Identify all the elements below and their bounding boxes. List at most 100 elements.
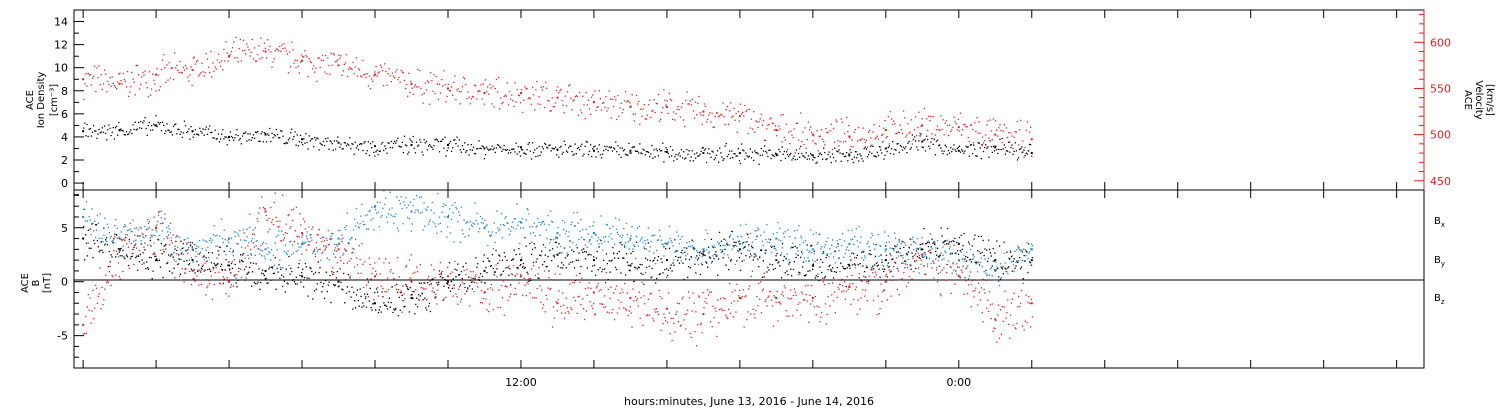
velocity-sample [138, 88, 141, 90]
by-sample [942, 246, 944, 248]
by-sample [1027, 257, 1029, 260]
bz-sample [639, 317, 641, 319]
density-sample [881, 152, 883, 154]
bx-sample [350, 296, 352, 298]
by-sample [704, 238, 706, 241]
by-sample [956, 273, 958, 275]
bx-sample [659, 273, 661, 275]
by-sample [223, 229, 225, 231]
bx-sample [251, 271, 254, 273]
bx-sample [737, 249, 739, 252]
bz-sample [1027, 301, 1029, 303]
velocity-sample [275, 48, 278, 50]
density-sample [911, 134, 914, 136]
velocity-sample [456, 89, 458, 91]
velocity-sample [545, 81, 547, 83]
bx-sample [483, 254, 485, 256]
bz-sample [499, 259, 501, 262]
bx-sample [250, 262, 252, 264]
bz-sample [418, 299, 421, 301]
density-sample [230, 135, 233, 138]
bx-sample [193, 269, 195, 271]
bx-sample [415, 303, 417, 306]
bz-sample [1028, 295, 1030, 298]
velocity-sample [680, 106, 683, 108]
density-sample [350, 148, 352, 150]
bz-sample [502, 280, 505, 282]
bz-sample [573, 281, 576, 284]
by-sample [794, 237, 796, 239]
bx-sample [386, 308, 389, 310]
velocity-sample [178, 71, 180, 74]
by-sample [783, 236, 785, 238]
by-sample [426, 209, 428, 211]
density-sample [173, 124, 176, 126]
bz-sample [378, 257, 380, 260]
velocity-sample [385, 70, 387, 73]
bx-sample [728, 236, 731, 238]
density-sample [951, 150, 953, 153]
density-sample [257, 130, 259, 133]
bz-sample [871, 269, 873, 271]
bz-sample [649, 293, 651, 295]
by-sample [569, 246, 571, 248]
bz-sample [286, 232, 288, 235]
by-sample [406, 207, 408, 209]
velocity-sample [479, 90, 481, 92]
density-sample [588, 150, 591, 153]
by-sample [399, 203, 401, 205]
density-sample [713, 158, 715, 161]
bz-sample [167, 234, 170, 236]
bz-sample [479, 277, 481, 279]
density-sample [137, 121, 140, 124]
by-sample [777, 221, 779, 224]
by-sample [467, 221, 469, 223]
bz-sample [433, 269, 435, 271]
density-sample [803, 155, 805, 157]
density-sample [117, 134, 119, 136]
by-sample [582, 229, 584, 231]
bx-sample [470, 281, 473, 283]
bz-sample [346, 262, 349, 264]
bz-sample [234, 274, 236, 276]
bz-point [994, 318, 997, 321]
bx-sample [608, 260, 610, 262]
bz-sample [1023, 329, 1025, 331]
bz-sample [177, 262, 180, 265]
bz-sample [299, 213, 301, 215]
by-sample [154, 234, 156, 237]
velocity-sample [874, 138, 876, 140]
bz-sample [330, 238, 332, 241]
bz-sample [246, 228, 248, 230]
by-sample [863, 259, 865, 262]
by-sample [937, 259, 940, 262]
bx-sample [786, 270, 788, 272]
velocity-sample [667, 112, 669, 115]
velocity-sample [326, 73, 328, 75]
by-sample [824, 244, 827, 246]
by-sample [435, 225, 437, 228]
density-sample [124, 134, 127, 136]
by-sample [710, 262, 712, 264]
bx-sample [759, 249, 762, 251]
by-sample [679, 238, 681, 240]
density-point [702, 152, 705, 155]
bx-point [301, 275, 304, 278]
density-sample [247, 133, 249, 135]
bz-sample [930, 252, 932, 254]
bz-sample [488, 310, 490, 313]
by-sample [274, 242, 276, 244]
bz-sample [813, 306, 816, 308]
density-sample [196, 133, 199, 136]
bz-sample [660, 329, 662, 332]
bx-sample [271, 266, 274, 268]
by-sample [248, 242, 250, 244]
by-sample [844, 252, 847, 255]
bz-sample [855, 286, 858, 288]
by-sample [939, 271, 941, 273]
density-sample [716, 150, 719, 152]
density-sample [248, 139, 250, 141]
bx-sample [479, 279, 481, 281]
bz-sample [965, 280, 967, 282]
bz-sample [852, 298, 855, 301]
